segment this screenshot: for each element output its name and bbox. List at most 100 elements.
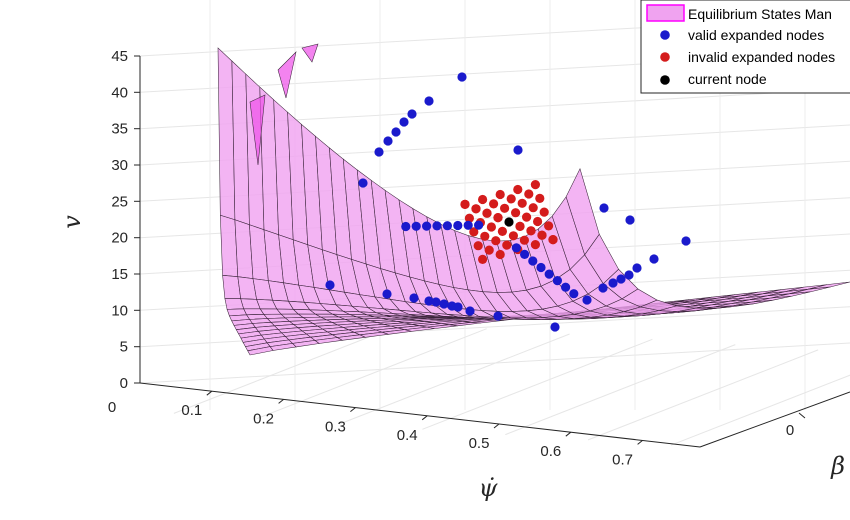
x-tick [278,399,284,404]
x-tick [493,423,500,429]
node-point [515,221,525,231]
z-tick-label: 0 [120,375,128,392]
node-point [530,240,541,250]
node-point [431,297,441,307]
node-point [482,208,492,218]
grid-line [670,374,850,446]
node-point [471,204,481,214]
node-point [463,220,473,230]
z-tick-label: 45 [111,48,128,65]
node-point [504,217,514,227]
z-tick-label: 25 [111,193,128,210]
grid-line [422,338,653,430]
node-point [486,222,496,232]
node-point [409,293,419,303]
x-axis-line [139,382,701,448]
node-point [374,147,384,157]
node-point [493,311,503,321]
node-point [469,227,479,237]
node-point [497,226,507,236]
node-point [358,178,368,188]
x-tick [350,407,356,412]
z-tick-label: 40 [111,84,128,101]
node-point [493,213,503,223]
z-tick-label: 20 [111,230,128,247]
node-point [465,306,475,316]
legend-entry-surface-swatch [646,4,685,22]
node-point [550,322,560,332]
surface-fold [277,51,297,99]
node-point [649,254,659,264]
node-point [544,269,554,279]
legend-entry-surface-label: Equilibrium States Man [688,6,832,22]
node-point [382,289,392,299]
node-point [407,109,417,119]
x-tick-label: 0.3 [325,419,346,436]
node-point [391,127,401,137]
node-point [460,199,470,209]
node-point [582,295,592,305]
x-tick [565,431,572,437]
z-tick-label: 5 [120,339,128,356]
node-point [500,203,510,213]
node-point [399,117,409,127]
x-tick-label: 0.4 [397,427,418,444]
node-point [474,220,484,230]
node-point [325,280,335,290]
z-tick-label: 30 [111,157,128,174]
node-point [442,221,452,231]
node-point [530,180,541,190]
node-point [524,189,534,199]
node-point [544,221,554,231]
node-point [495,189,505,200]
surface-fold [249,94,266,166]
y-tick [798,412,806,419]
x-tick-label: 0 [108,399,116,416]
z-tick-label: 10 [111,302,128,319]
x-tick-label: 0.6 [540,443,561,460]
node-point [533,216,543,227]
grid-line [505,344,736,436]
node-point [552,276,563,286]
z-tick-label: 15 [111,266,128,283]
node-point [464,213,474,223]
node-point [519,235,530,245]
surface-patch [808,281,850,290]
node-point [506,194,516,204]
node-point [489,199,499,209]
node-point [517,198,527,208]
node-point [473,241,483,251]
x-tick [421,415,428,421]
node-point [681,236,691,246]
node-point [599,203,609,213]
legend-entry-invalid-marker [660,52,670,62]
y-axis-line [699,391,850,448]
x-tick-label: 0.1 [181,402,202,419]
node-point [411,221,421,231]
node-point [632,263,642,273]
node-point [513,184,523,195]
node-point [526,226,536,236]
node-point [569,289,579,299]
x-tick-label: 0.2 [253,410,274,427]
node-point [432,221,442,231]
node-point [401,221,411,232]
node-point [598,283,608,293]
node-point [548,235,558,245]
x-axis-label: ψ̇ [479,474,499,502]
node-point [422,221,432,231]
node-point [510,208,521,218]
node-point [453,220,463,231]
node-point [520,249,530,259]
node-point [511,243,521,253]
x-tick [637,440,643,445]
node-point [491,236,501,246]
node-point [453,302,463,312]
node-point [484,245,494,255]
y-tick-label: 0 [786,422,794,439]
legend: Equilibrium States Man valid expanded no… [640,0,850,94]
node-point [528,203,538,213]
node-point [478,254,488,264]
node-point [457,72,467,82]
